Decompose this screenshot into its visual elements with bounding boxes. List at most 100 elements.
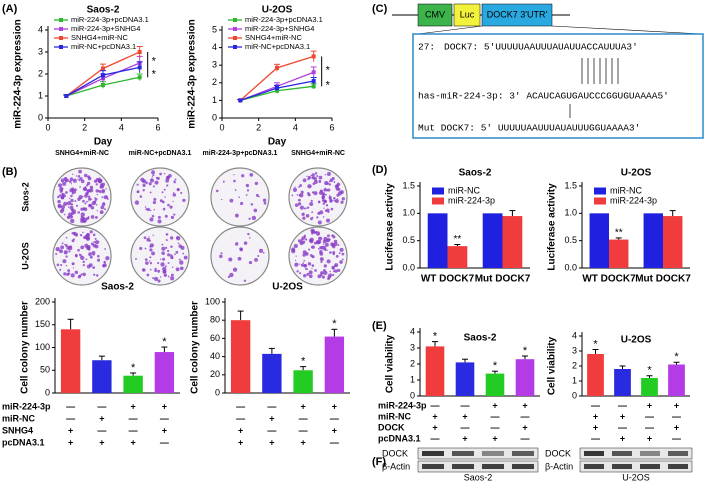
condition-mark: + bbox=[432, 422, 437, 432]
panel-label: (F) bbox=[372, 456, 386, 468]
colony bbox=[149, 256, 152, 259]
colony bbox=[296, 194, 299, 196]
colony bbox=[317, 233, 320, 236]
colony bbox=[341, 197, 345, 201]
colony bbox=[94, 216, 98, 219]
condition-mark: — bbox=[97, 425, 106, 435]
colony bbox=[145, 181, 148, 185]
colony bbox=[333, 181, 336, 183]
colony bbox=[62, 181, 67, 186]
blot bbox=[417, 460, 539, 473]
band bbox=[452, 451, 474, 456]
colony bbox=[70, 194, 73, 198]
condition-label: miR-224-3p bbox=[378, 400, 427, 410]
condition-mark: — bbox=[645, 422, 654, 432]
colony bbox=[63, 201, 68, 207]
colony bbox=[140, 177, 145, 182]
colony bbox=[157, 269, 161, 273]
condition-mark: + bbox=[647, 433, 652, 443]
colony bbox=[294, 203, 299, 207]
colony bbox=[94, 240, 100, 245]
colony bbox=[253, 208, 258, 213]
colony bbox=[152, 234, 154, 236]
colony bbox=[302, 178, 307, 183]
colony bbox=[79, 233, 83, 237]
colony bbox=[89, 189, 92, 192]
colony bbox=[60, 178, 65, 183]
colony bbox=[135, 258, 137, 260]
colony bbox=[308, 248, 311, 251]
point bbox=[311, 84, 316, 89]
condition-mark: + bbox=[130, 401, 135, 411]
bar bbox=[324, 336, 345, 393]
bar bbox=[154, 352, 175, 393]
dish bbox=[130, 226, 190, 286]
legend-label: SNHG4+miR-NC bbox=[71, 33, 128, 42]
bar bbox=[515, 359, 535, 396]
zoom-line bbox=[417, 25, 483, 35]
condition-mark: — bbox=[591, 400, 600, 410]
legend-label: SNHG4+miR-NC bbox=[245, 33, 302, 42]
colony bbox=[87, 176, 92, 181]
colony bbox=[82, 272, 86, 277]
colony bbox=[316, 175, 319, 178]
colony bbox=[144, 247, 147, 250]
band bbox=[612, 464, 632, 469]
y-axis-label: Cell viability bbox=[547, 336, 558, 395]
legend-marker bbox=[59, 18, 63, 22]
colony bbox=[166, 233, 168, 235]
legend-label: miR-224-3p bbox=[610, 195, 657, 205]
colony bbox=[319, 252, 324, 256]
colony bbox=[245, 194, 248, 196]
colony bbox=[80, 197, 82, 200]
blot-label: β-Actin bbox=[382, 461, 410, 471]
colony bbox=[71, 192, 75, 195]
colony bbox=[311, 255, 314, 258]
colony bbox=[70, 183, 73, 185]
condition-mark: — bbox=[330, 413, 339, 423]
colony bbox=[151, 170, 155, 175]
colony bbox=[84, 243, 89, 248]
band bbox=[452, 464, 474, 469]
colony bbox=[311, 216, 314, 219]
colony bbox=[57, 204, 61, 208]
colony bbox=[149, 268, 152, 271]
y-tick-label: 60 bbox=[210, 333, 220, 343]
condition-label: pcDNA3.1 bbox=[2, 437, 45, 447]
colony bbox=[332, 235, 336, 239]
colony bbox=[93, 241, 95, 243]
colony bbox=[82, 195, 84, 198]
y-tick-label: 20 bbox=[210, 369, 220, 379]
condition-mark: + bbox=[462, 411, 467, 421]
luc-box bbox=[453, 3, 481, 27]
colony bbox=[78, 253, 81, 256]
colony bbox=[323, 270, 328, 276]
colony bbox=[92, 233, 96, 237]
colony bbox=[317, 236, 323, 241]
colony bbox=[331, 235, 333, 237]
colony bbox=[167, 262, 170, 265]
condition-mark: — bbox=[672, 411, 681, 421]
x-tick-label: 4 bbox=[119, 122, 124, 132]
colony bbox=[334, 242, 338, 246]
band bbox=[422, 451, 444, 456]
colony bbox=[149, 248, 153, 252]
colony bbox=[72, 238, 75, 241]
colony bbox=[91, 201, 96, 206]
colony bbox=[254, 258, 258, 262]
colony bbox=[149, 262, 153, 265]
colony bbox=[85, 191, 89, 196]
bar bbox=[643, 213, 663, 268]
colony bbox=[176, 187, 180, 192]
colony bbox=[61, 187, 64, 190]
bar-annotation: * bbox=[332, 318, 337, 330]
colony bbox=[82, 263, 85, 267]
point bbox=[275, 65, 279, 70]
legend-swatch bbox=[594, 187, 606, 195]
colony bbox=[175, 267, 180, 272]
colony bbox=[249, 237, 251, 239]
y-tick-label: 0 bbox=[410, 390, 415, 400]
condition-mark: — bbox=[160, 413, 169, 423]
colony bbox=[64, 244, 68, 247]
colony bbox=[305, 213, 310, 218]
